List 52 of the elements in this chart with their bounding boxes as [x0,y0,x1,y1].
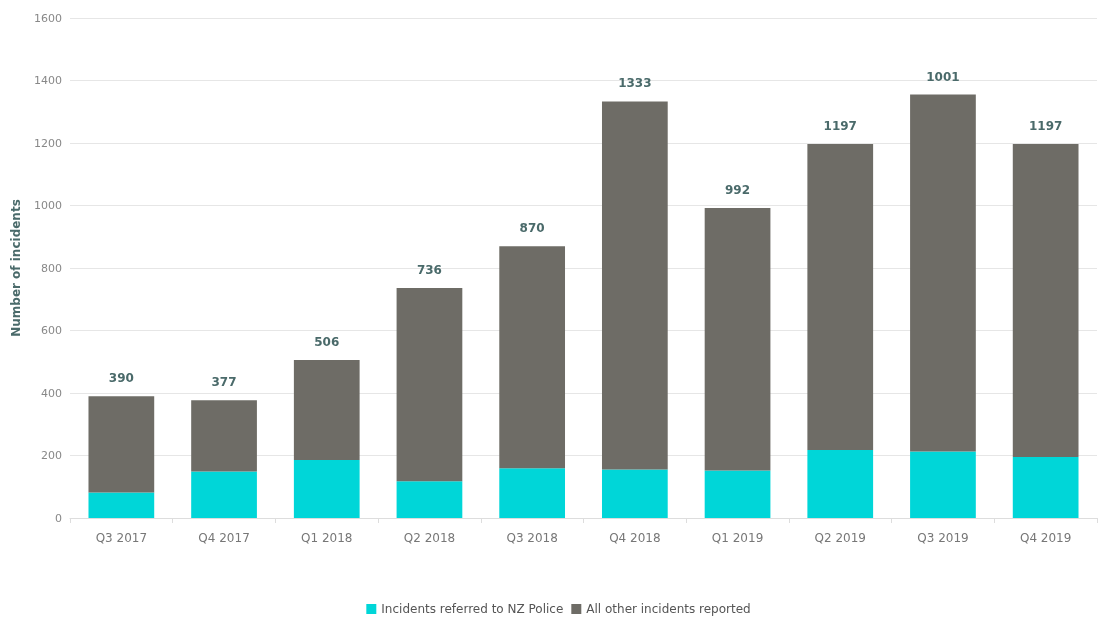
total-label: 506 [314,334,340,349]
bar [807,143,874,450]
bar [704,470,771,518]
bar [191,471,257,518]
x-tick-label: Q3 2017 [95,531,148,545]
bar [396,481,463,518]
bar [910,94,976,452]
x-tick-label: Q3 2018 [506,531,558,545]
bar [1012,143,1079,458]
bar [499,468,566,518]
x-tick-label: Q1 2018 [301,531,353,545]
total-label: 377 [211,375,237,390]
y-tick-label: 1200 [34,136,62,150]
x-tick-label: Q4 2018 [609,531,661,545]
y-tick-label: 1400 [34,74,62,87]
total-label: 1197 [1028,118,1063,133]
total-label: 1333 [618,76,652,91]
total-label: 390 [108,371,134,386]
legend-label: Incidents referred to NZ Police [381,602,564,616]
x-tick-label: Q1 2019 [711,531,764,545]
bar [704,208,771,471]
legend-label: All other incidents reported [586,602,751,616]
bar [293,359,360,460]
annotation: 1001 [926,69,960,84]
bar [88,492,155,518]
y-tick-label: 1600 [34,11,62,25]
x-tick-label: Q3 2019 [917,531,969,545]
x-tick-label: Q4 2017 [198,531,250,545]
x-tick-label: Q2 2019 [814,531,866,545]
bar [1012,457,1079,518]
total-label: 870 [519,221,545,236]
y-axis-title: Number of incidents [9,199,23,337]
bar [293,459,360,518]
bar [601,101,668,470]
bar [88,396,155,493]
bar [499,246,566,469]
bar [807,449,874,518]
total-label: 1197 [823,118,857,133]
bar [396,288,463,482]
bar [191,400,257,472]
y-tick-label: 400 [41,386,62,400]
y-tick-label: 0 [55,511,62,525]
x-tick-label: Q2 2018 [403,531,456,545]
total-label: 992 [725,183,751,197]
total-label: 736 [416,263,442,277]
bar [910,451,976,518]
y-tick-label: 800 [41,261,62,275]
x-tick-label: Q4 2019 [1019,531,1072,545]
y-tick-label: 600 [41,324,62,337]
y-tick-label: 200 [41,449,62,462]
bar [601,469,668,518]
y-tick-label: 1000 [34,199,62,212]
